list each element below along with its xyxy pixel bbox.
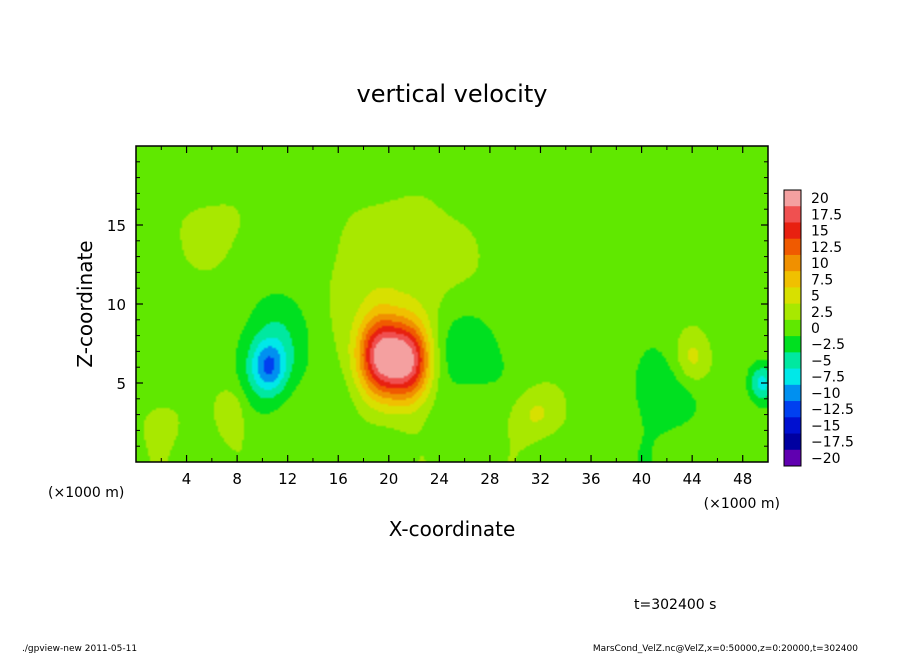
x-tick-label: 32 (531, 470, 550, 488)
x-tick-label: 36 (581, 470, 600, 488)
colorbar-swatch (784, 319, 801, 337)
x-tick-label: 20 (379, 470, 398, 488)
colorbar-swatch (784, 303, 801, 321)
x-tick-label: 4 (182, 470, 192, 488)
colorbar-label: 2.5 (811, 305, 833, 321)
colorbar-swatch (784, 417, 801, 435)
x-tick-label: 24 (430, 470, 449, 488)
colorbar-label: 10 (811, 256, 829, 272)
colorbar-label: −7.5 (811, 370, 845, 386)
colorbar: 2017.51512.5107.552.50−2.5−5−7.5−10−12.5… (783, 189, 854, 467)
colorbar-swatch (784, 368, 801, 386)
x-unit-label: (×1000 m) (48, 485, 124, 501)
x-axis-ticks: 4 8 12 16 20 24 28 32 36 40 44 48 (160, 146, 752, 488)
colorbar-swatch (784, 238, 801, 256)
colorbar-label: −20 (811, 451, 841, 467)
colorbar-label: 5 (811, 289, 820, 305)
colorbar-swatch (784, 271, 801, 288)
colorbar-swatch (784, 352, 801, 370)
y-tick-label: 5 (116, 375, 126, 393)
colorbar-swatch (784, 433, 801, 451)
x-tick-label: 28 (480, 470, 499, 488)
colorbar-swatch (784, 206, 801, 223)
colorbar-label: −5 (811, 353, 832, 369)
x-unit-label-secondary: (×1000 m) (704, 496, 780, 512)
x-tick-label: 40 (632, 470, 651, 488)
colorbar-swatch (784, 449, 801, 467)
colorbar-label: −15 (811, 418, 841, 434)
colorbar-swatch (784, 401, 801, 418)
colorbar-swatch (784, 336, 801, 353)
colorbar-label: 15 (811, 224, 829, 240)
colorbar-label: 12.5 (811, 240, 842, 256)
colorbar-swatch (784, 190, 801, 207)
x-tick-label: 16 (329, 470, 348, 488)
y-tick-label: 10 (107, 296, 126, 314)
colorbar-swatch (784, 222, 801, 240)
heatmap-field (136, 146, 768, 462)
colorbar-label: 17.5 (811, 207, 842, 223)
plot-area (135, 145, 769, 463)
x-axis-label: X-coordinate (389, 517, 516, 541)
x-tick-label: 12 (278, 470, 297, 488)
x-tick-label: 44 (683, 470, 702, 488)
footer-right: MarsCond_VelZ.nc@VelZ,x=0:50000,z=0:2000… (593, 644, 858, 654)
time-label: t=302400 s (634, 597, 716, 613)
colorbar-label: 20 (811, 191, 829, 207)
colorbar-label: 0 (811, 321, 820, 337)
colorbar-frame (783, 189, 802, 467)
colorbar-label: 7.5 (811, 272, 833, 288)
x-tick-label: 8 (232, 470, 242, 488)
colorbar-label: −10 (811, 386, 841, 402)
x-tick-label: 48 (733, 470, 752, 488)
y-axis-label: Z-coordinate (73, 240, 97, 367)
colorbar-label: −2.5 (811, 337, 845, 353)
y-tick-label: 15 (107, 217, 126, 235)
colorbar-swatch (784, 384, 801, 402)
chart-title: vertical velocity (357, 80, 548, 108)
colorbar-swatch (784, 254, 801, 272)
colorbar-label: −12.5 (811, 402, 854, 418)
y-axis-ticks: 5 10 15 (107, 161, 768, 447)
colorbar-label: −17.5 (811, 435, 854, 451)
colorbar-swatch (784, 287, 801, 305)
footer-left: ./gpview-new 2011-05-11 (22, 644, 137, 654)
